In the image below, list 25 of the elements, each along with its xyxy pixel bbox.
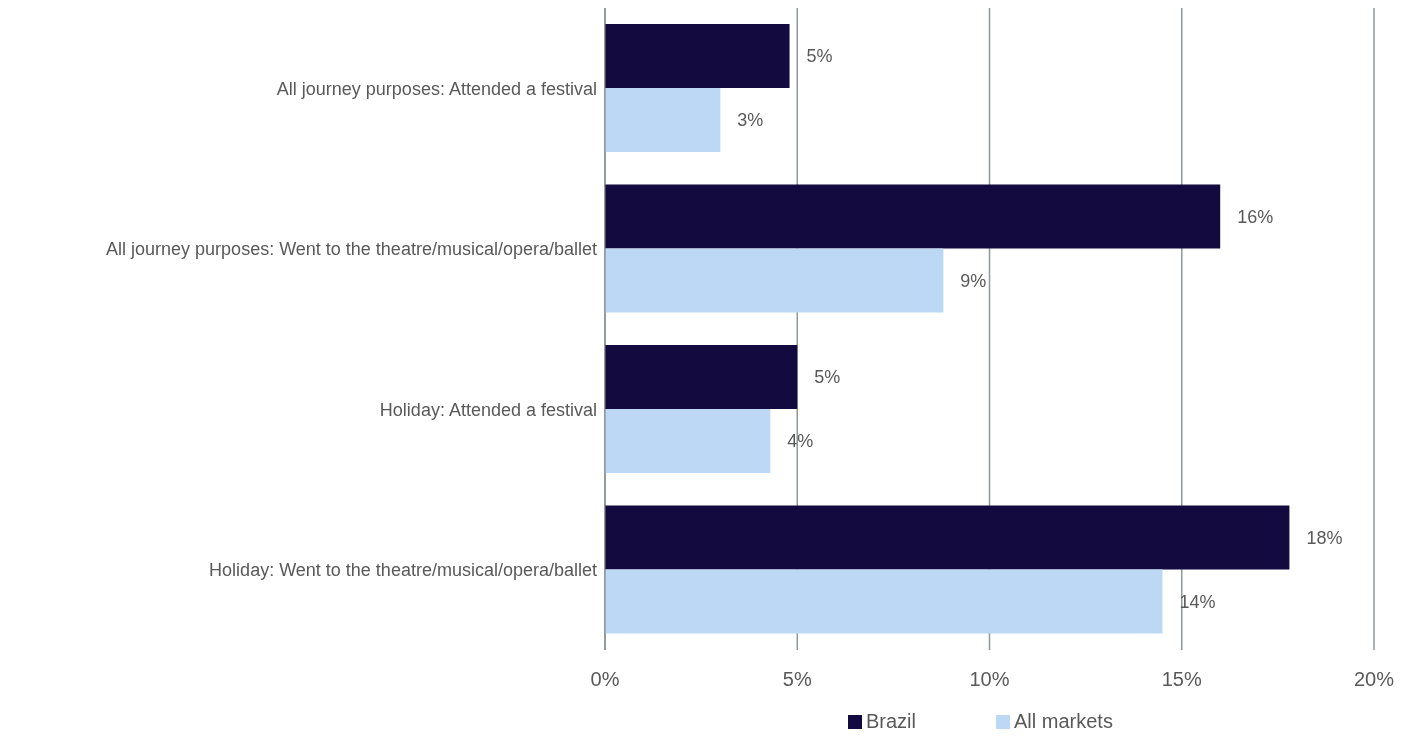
data-label: 5% (814, 367, 841, 388)
y-tick-label: All journey purposes: Went to the theatre/musical/opera/ballet (106, 239, 597, 260)
data-label: 3% (737, 110, 764, 131)
bar (605, 345, 798, 410)
bar (605, 248, 944, 313)
bar (605, 569, 1163, 634)
x-tick-label: 20% (1353, 668, 1395, 691)
y-tick-label: All journey purposes: Attended a festival (276, 78, 597, 99)
data-label: 16% (1237, 206, 1274, 227)
legend-label: Brazil (865, 710, 917, 733)
legend-label: All markets (1013, 710, 1113, 733)
x-tick-label: 5% (782, 668, 812, 691)
x-tick-label: 15% (1161, 668, 1202, 691)
data-label: 5% (806, 46, 833, 67)
data-label: 18% (1306, 527, 1343, 548)
bar (605, 505, 1290, 570)
bar (605, 24, 790, 89)
x-tick-label: 10% (969, 668, 1010, 691)
bar (605, 184, 1221, 249)
y-tick-label: Holiday: Went to the theatre/musical/opera/ballet (209, 560, 597, 581)
x-tick-label: 0% (590, 668, 620, 691)
bar (605, 409, 771, 474)
data-label: 9% (960, 270, 987, 291)
bar (605, 88, 721, 153)
y-tick-label: Holiday: Attended a festival (379, 399, 597, 420)
